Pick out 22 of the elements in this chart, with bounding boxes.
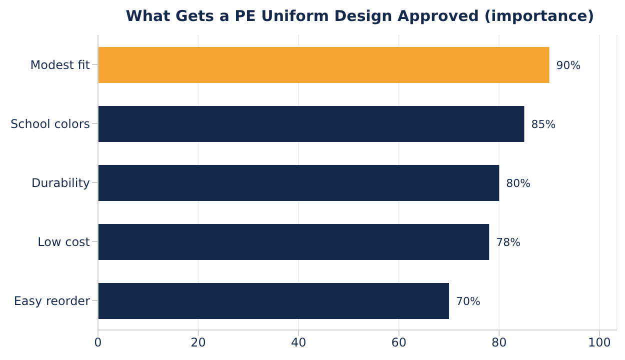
bar: [98, 165, 500, 201]
data-label: 80%: [506, 176, 531, 190]
chart-title: What Gets a PE Uniform Design Approved (importance): [124, 7, 596, 25]
bar: [98, 283, 450, 319]
data-label: 70%: [456, 294, 480, 308]
y-tick-label: Low cost: [38, 234, 90, 249]
data-label: 78%: [496, 236, 521, 249]
x-tick-label: 80: [492, 336, 507, 350]
x-tick-label: 60: [391, 336, 407, 350]
x-tick-label: 40: [290, 336, 306, 350]
y-tick-label: Durability: [31, 176, 90, 190]
bar: [98, 224, 490, 260]
data-label: 85%: [531, 118, 556, 131]
y-tick-label: School colors: [10, 116, 90, 131]
x-tick-label: 20: [190, 336, 206, 350]
x-tick-label: 100: [588, 336, 611, 350]
x-tick-label: 0: [94, 336, 102, 350]
bar: [98, 106, 524, 142]
y-tick-label: Easy reorder: [14, 294, 90, 308]
y-tick-label: Modest fit: [30, 58, 90, 72]
bar: [98, 47, 550, 83]
data-label: 90%: [556, 58, 581, 72]
